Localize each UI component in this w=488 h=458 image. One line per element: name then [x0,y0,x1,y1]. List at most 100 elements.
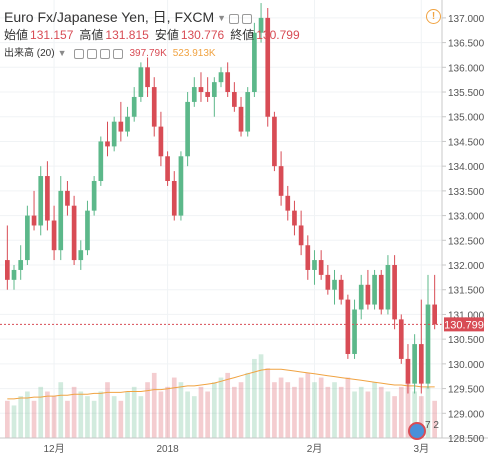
low-value: 130.776 [180,28,225,42]
candle [432,274,437,330]
volume-bar [31,400,37,438]
candle [258,3,264,43]
candle-body [325,274,331,290]
candle-body [398,319,404,359]
candle-body [225,72,231,93]
candle-body [272,116,277,167]
open-value: 131.157 [30,28,74,42]
y-tick-label: 129.500 [448,385,485,396]
high-label: 高値 [79,28,104,42]
candle-body [211,82,217,97]
candle-body [265,17,271,117]
y-tick-label: 132.000 [448,261,485,272]
candle [218,67,224,88]
candle-body [312,260,317,270]
volume-bar [252,358,257,438]
candle-body [298,225,304,246]
volume-bar [352,391,357,438]
candle [91,176,97,216]
y-tick-label: 136.500 [448,39,485,50]
volume-bar [178,382,184,438]
y-tick-label: 135.500 [448,88,485,99]
candle-body [171,180,177,216]
candle-body [71,205,77,261]
candle [38,166,44,236]
candle [245,87,251,137]
candle [385,255,391,315]
volume-bar [298,377,304,438]
volume-ma-value: 523.913K [172,48,216,60]
volume-bar [365,391,371,438]
volume-bar [158,391,164,438]
chevron-down-icon[interactable]: ▼ [57,48,67,58]
candle [151,77,157,137]
volume-bar [258,354,264,438]
symbol-title[interactable]: Euro Fx/Japanese Yen, 日, FXCM [4,9,215,25]
volume-bar [105,382,110,438]
volume-bar [292,386,297,438]
settings-icon[interactable] [242,13,253,24]
volume-bar [418,396,424,438]
candle-body [178,156,184,216]
candle-body [78,250,84,261]
candle-body [238,106,244,132]
close-icon[interactable] [100,48,111,59]
volume-label[interactable]: 出来高 (20) [4,48,55,60]
candle-body [258,17,264,33]
candle [198,72,204,102]
volume-bar [225,372,231,438]
x-tick-label: 12月 [44,443,65,455]
candle-body [31,215,37,226]
candle [332,269,337,305]
candle-body [185,101,190,157]
volume-bar [85,396,90,438]
volume-bar [372,382,377,438]
y-tick-label: 135.000 [448,113,485,124]
volume-bar [191,396,197,438]
volume-bar [198,386,204,438]
volume-bar [58,382,64,438]
candle [352,299,357,359]
candle [11,265,17,290]
chevron-down-icon[interactable]: ▼ [217,13,227,24]
candle-body [111,121,117,147]
more-icon[interactable] [113,48,124,59]
candle [5,225,10,290]
candle-body [65,190,70,206]
close-label: 終値 [230,28,255,42]
candle [25,205,30,266]
eye-icon[interactable] [74,48,85,59]
volume-bar [378,386,384,438]
candle-body [165,156,170,181]
candle-body [392,265,397,320]
volume-ma-line [7,368,435,400]
candle-body [378,274,384,310]
candle-body [332,279,337,290]
volume-bar [245,372,251,438]
y-tick-label: 133.500 [448,187,485,198]
volume-bar [398,386,404,438]
volume-bar [318,377,324,438]
candle [312,250,317,285]
candle [225,62,231,97]
candle [345,294,351,359]
candle-body [338,279,344,300]
volume-bar [232,386,237,438]
candle-body [358,284,364,310]
candle-body [145,67,150,88]
candle [418,299,424,394]
candle [338,274,344,305]
candle-body [218,72,224,83]
candle [278,151,284,206]
candle [125,106,130,137]
candle [318,250,324,280]
candle-body [151,87,157,127]
volume-bar [205,391,210,438]
candle [98,136,104,186]
volume-bar [138,396,144,438]
settings-icon[interactable] [87,48,98,59]
eye-icon[interactable] [229,13,240,24]
alert-icon[interactable]: ! [426,9,441,24]
candle [185,92,190,167]
